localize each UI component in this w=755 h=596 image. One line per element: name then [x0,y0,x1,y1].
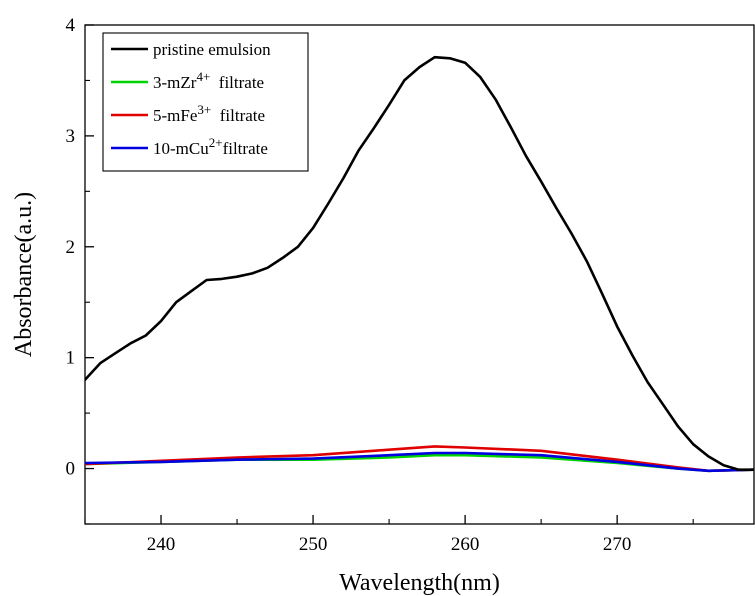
y-axis-label: Absorbance(a.u.) [11,192,37,357]
y-tick-label: 4 [66,15,76,36]
y-tick-label: 2 [66,237,76,258]
y-tick-label: 1 [66,348,76,369]
series-line-4 [85,451,754,473]
legend-label: 5-mFe3+ filtrate [153,102,265,125]
x-axis-label: Wavelength(nm) [339,570,500,596]
x-tick-label: 250 [299,534,328,555]
series-line-2 [85,453,754,473]
legend-label: 3-mZr4+ filtrate [153,69,264,92]
y-tick-label: 0 [66,459,76,480]
plot-area-frame [84,24,755,525]
y-tick-label: 3 [66,126,76,147]
axes-layer: 0 1 2 3 4 240 250 260 270 [66,15,694,555]
x-tick-label: 260 [451,534,480,555]
x-tick-label: 240 [147,534,176,555]
x-tick-label: 270 [603,534,632,555]
series-line-1 [85,55,754,472]
legend-label: pristine emulsion [153,40,271,59]
legend-label: 10-mCu2+filtrate [153,135,268,158]
series-layer [85,55,754,473]
legend: pristine emulsion 3-mZr4+ filtrate 5-mFe3+… [102,32,309,172]
